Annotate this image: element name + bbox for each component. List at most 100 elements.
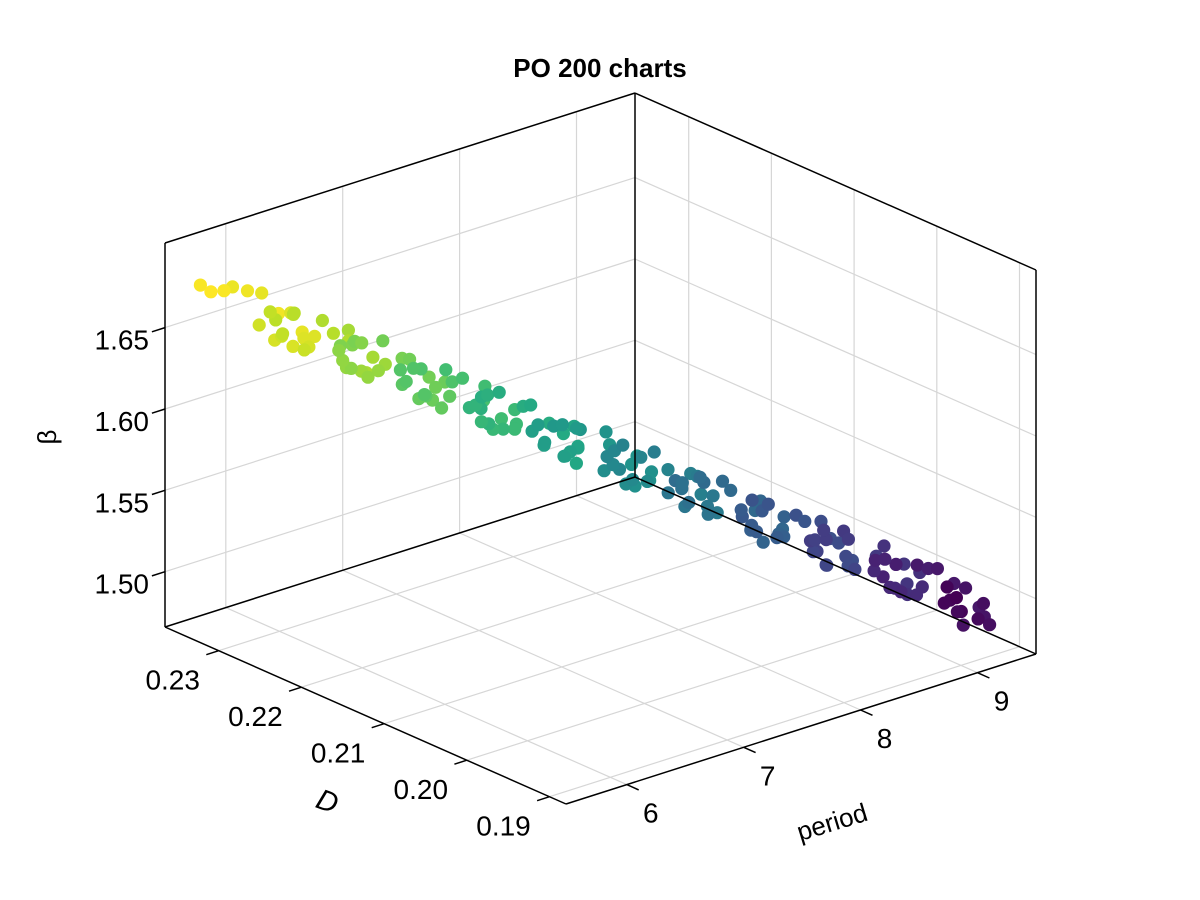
data-point: [940, 580, 954, 594]
data-point: [761, 497, 775, 511]
data-point: [406, 361, 421, 375]
data-point: [376, 334, 390, 348]
data-point: [640, 474, 654, 488]
data-point: [734, 503, 748, 517]
data-point: [326, 326, 340, 340]
data-point: [634, 450, 648, 464]
data-point: [366, 350, 380, 364]
data-point: [252, 318, 266, 332]
data-point: [255, 286, 269, 300]
data-point: [878, 552, 892, 566]
data-point: [455, 371, 470, 385]
chart-title: PO 200 charts: [513, 53, 687, 83]
data-point: [263, 305, 277, 319]
data-point: [777, 510, 791, 524]
data-point: [570, 421, 584, 435]
data-point: [399, 374, 413, 389]
data-point: [443, 389, 457, 403]
data-point: [647, 445, 661, 459]
data-point: [889, 557, 903, 572]
data-point: [921, 561, 935, 576]
data-point: [877, 539, 891, 553]
data-point: [930, 562, 945, 576]
svg-text:0.21: 0.21: [311, 738, 366, 769]
data-point: [524, 398, 538, 412]
data-point: [286, 339, 300, 353]
data-point: [756, 535, 770, 549]
data-point: [745, 518, 759, 533]
data-point: [341, 323, 355, 337]
data-point: [344, 361, 358, 375]
data-point: [276, 327, 290, 341]
data-point: [557, 449, 571, 463]
data-point: [474, 415, 488, 429]
data-point: [417, 388, 431, 402]
data-point: [867, 564, 881, 578]
svg-text:1.65: 1.65: [95, 325, 150, 356]
z-axis-label: β: [32, 429, 62, 445]
data-point: [336, 353, 350, 368]
data-point: [361, 370, 375, 384]
svg-text:7: 7: [760, 760, 776, 791]
data-point: [445, 375, 459, 389]
data-point: [332, 343, 346, 358]
data-point: [661, 463, 675, 477]
svg-text:0.20: 0.20: [394, 774, 449, 805]
data-point: [429, 380, 443, 394]
data-point: [393, 363, 407, 377]
data-point: [626, 473, 640, 487]
data-point: [675, 476, 689, 490]
data-point: [555, 418, 570, 432]
data-point: [240, 284, 255, 298]
data-point: [508, 422, 522, 436]
data-point: [435, 401, 449, 415]
data-point: [297, 343, 311, 357]
data-point: [959, 581, 973, 595]
data-point: [694, 487, 708, 501]
data-point: [950, 605, 965, 619]
data-point: [315, 313, 329, 328]
data-point: [538, 435, 552, 449]
svg-text:6: 6: [643, 798, 659, 829]
data-point: [217, 284, 231, 298]
data-point: [616, 438, 630, 452]
data-point: [531, 418, 545, 432]
data-point: [492, 385, 506, 399]
data-point: [422, 370, 436, 384]
data-point: [745, 493, 759, 507]
data-point: [798, 514, 812, 529]
data-point: [817, 523, 831, 537]
data-point: [193, 278, 207, 292]
svg-text:1.55: 1.55: [95, 487, 150, 518]
data-point: [715, 474, 730, 488]
data-point: [983, 618, 997, 632]
svg-text:1.60: 1.60: [95, 406, 150, 437]
data-point: [286, 307, 300, 321]
data-point: [949, 591, 964, 605]
data-point: [724, 483, 738, 497]
data-point: [976, 596, 991, 611]
data-point: [308, 329, 322, 343]
data-point: [355, 336, 369, 350]
data-point: [693, 470, 707, 484]
data-point: [706, 489, 720, 503]
data-point: [909, 588, 924, 602]
data-point: [956, 618, 970, 632]
data-point: [204, 285, 218, 299]
data-point: [569, 456, 584, 470]
data-point: [971, 612, 985, 626]
data-point: [439, 363, 453, 377]
data-point: [868, 553, 882, 567]
svg-text:0.23: 0.23: [145, 665, 200, 696]
data-point: [481, 388, 495, 402]
data-point: [371, 364, 385, 378]
svg-text:9: 9: [994, 686, 1010, 717]
svg-text:1.50: 1.50: [95, 569, 150, 600]
data-point: [496, 422, 510, 436]
data-point: [819, 558, 833, 572]
svg-text:8: 8: [877, 723, 893, 754]
data-point: [910, 558, 924, 572]
svg-text:0.22: 0.22: [228, 701, 283, 732]
data-point: [661, 486, 675, 500]
